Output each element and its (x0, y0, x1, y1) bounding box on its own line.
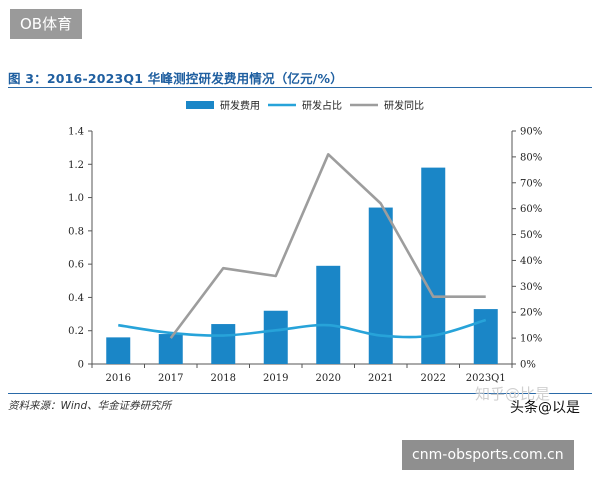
bar-rd-expense (368, 207, 393, 364)
bar-rd-expense (316, 265, 341, 364)
legend-label: 研发占比 (302, 99, 342, 112)
right-tick-label: 80% (520, 152, 542, 163)
left-tick-label: 0 (78, 360, 84, 371)
site-badge: OB体育 (10, 9, 83, 39)
x-tick-label: 2023Q1 (466, 373, 506, 384)
x-tick-label: 2019 (263, 373, 288, 384)
x-tick-label: 2021 (368, 373, 393, 384)
chart-title: 图 3：2016-2023Q1 华峰测控研发费用情况（亿元/%） (8, 71, 343, 86)
bar-rd-expense (211, 324, 236, 364)
watermark-toutiao: 头条@以是 (510, 400, 580, 416)
left-tick-label: 1.2 (68, 160, 84, 171)
x-tick-label: 2022 (421, 373, 446, 384)
left-tick-label: 0.2 (68, 326, 84, 337)
right-tick-label: 20% (520, 308, 542, 319)
source-note: 资料来源：Wind、华金证券研究所 (8, 400, 172, 412)
right-tick-label: 90% (520, 127, 542, 138)
watermark-zhihu: 知乎@比是 (475, 385, 551, 403)
right-tick-label: 10% (520, 334, 542, 345)
right-tick-label: 70% (520, 178, 542, 189)
right-tick-label: 60% (520, 204, 542, 215)
right-tick-label: 50% (520, 230, 542, 241)
left-tick-label: 0.6 (68, 260, 84, 271)
x-tick-label: 2016 (106, 373, 131, 384)
left-tick-label: 1.4 (68, 127, 84, 138)
x-tick-label: 2020 (316, 373, 341, 384)
right-tick-label: 40% (520, 256, 542, 267)
bar-rd-expense (158, 334, 183, 364)
bar-rd-expense (421, 167, 446, 364)
left-tick-label: 1.0 (68, 193, 84, 204)
bar-rd-expense (106, 337, 131, 364)
right-tick-label: 0% (520, 360, 536, 371)
title-divider (8, 87, 592, 88)
x-tick-label: 2017 (158, 373, 183, 384)
bar-rd-expense (473, 309, 498, 364)
legend-label: 研发同比 (384, 99, 424, 112)
legend-label: 研发费用 (220, 99, 260, 112)
site-url-badge: cnm-obsports.com.cn (402, 440, 574, 470)
legend-swatch-bar (186, 101, 214, 109)
bar-rd-expense (263, 310, 288, 364)
x-tick-label: 2018 (211, 373, 236, 384)
footer-divider (8, 393, 592, 394)
left-tick-label: 0.4 (68, 293, 84, 304)
right-tick-label: 30% (520, 282, 542, 293)
line-rd-yoy (169, 153, 486, 339)
left-tick-label: 0.8 (68, 226, 84, 237)
